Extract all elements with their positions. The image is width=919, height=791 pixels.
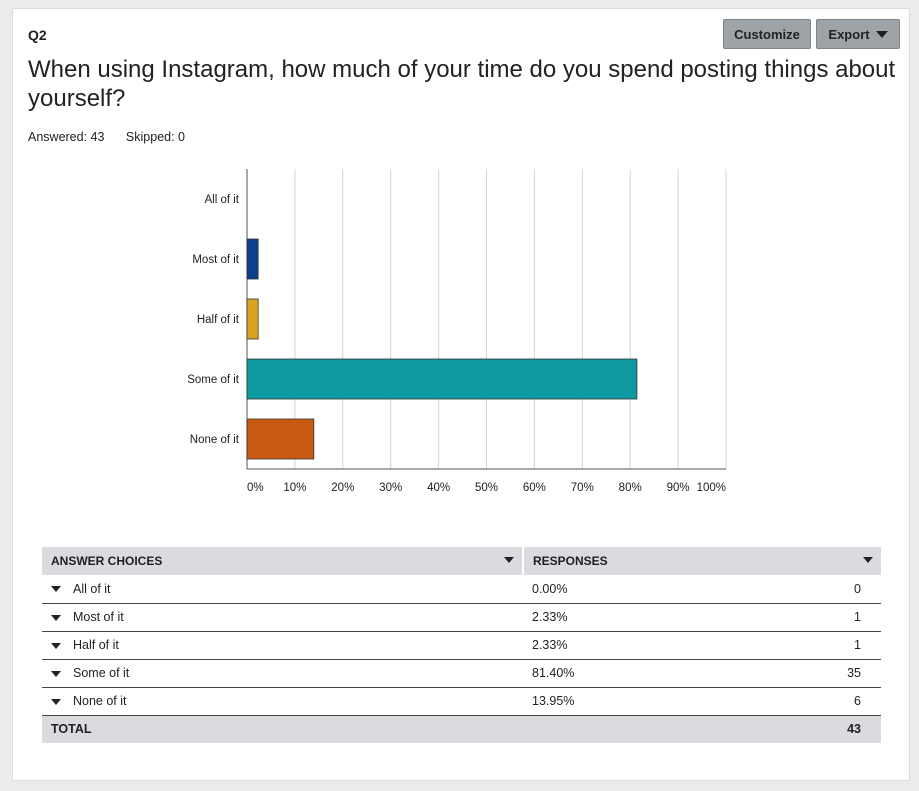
bar[interactable] [246, 298, 259, 340]
table-row: None of it 13.95% 6 [42, 687, 881, 716]
bar[interactable] [246, 238, 259, 280]
customize-button[interactable]: Customize [723, 19, 811, 49]
question-title: When using Instagram, how much of your t… [28, 56, 896, 112]
table-row: All of it 0.00% 0 [42, 575, 881, 604]
customize-button-label: Customize [734, 26, 800, 42]
y-tick-label: Some of it [187, 374, 240, 386]
expand-chevron-icon[interactable] [51, 670, 61, 677]
responses-table: ANSWER CHOICES RESPONSES All of it 0.00%… [42, 547, 881, 743]
x-tick-label: 100% [697, 482, 726, 494]
response-percent: 2.33% [523, 631, 761, 660]
table-row: Most of it 2.33% 1 [42, 603, 881, 632]
question-number: Q2 [28, 27, 47, 43]
answer-choices-header-label: ANSWER CHOICES [51, 554, 163, 568]
response-count: 35 [761, 659, 881, 688]
x-tick-label: 70% [571, 482, 594, 494]
choice-label: Half of it [73, 638, 119, 652]
response-percent: 13.95% [523, 687, 761, 716]
answered-count: Answered: 43 [28, 130, 105, 144]
response-count: 1 [761, 631, 881, 660]
sort-chevron-icon[interactable] [504, 557, 514, 563]
y-tick-label: Half of it [197, 314, 240, 326]
responses-header[interactable]: RESPONSES [523, 547, 881, 575]
skipped-count: Skipped: 0 [125, 130, 185, 144]
answer-choices-header[interactable]: ANSWER CHOICES [42, 547, 524, 575]
y-tick-label: Most of it [192, 254, 239, 266]
choice-label: Some of it [73, 666, 130, 680]
response-percent: 0.00% [523, 575, 761, 604]
x-tick-label: 90% [667, 482, 690, 494]
chevron-down-icon [875, 30, 888, 38]
choice-label: None of it [73, 694, 127, 708]
x-tick-label: 50% [475, 482, 498, 494]
expand-chevron-icon[interactable] [51, 642, 61, 649]
responses-header-label: RESPONSES [533, 554, 608, 568]
export-button[interactable]: Export [816, 19, 900, 49]
y-tick-label: None of it [190, 434, 240, 446]
response-stats: Answered: 43 Skipped: 0 [28, 130, 185, 144]
response-count: 0 [761, 575, 881, 604]
response-count: 6 [761, 687, 881, 716]
total-label: TOTAL [42, 715, 523, 743]
response-percent: 81.40% [523, 659, 761, 688]
expand-chevron-icon[interactable] [51, 586, 61, 593]
x-tick-label: 80% [619, 482, 642, 494]
table-row: Half of it 2.33% 1 [42, 631, 881, 660]
expand-chevron-icon[interactable] [51, 698, 61, 705]
x-tick-label: 10% [283, 482, 306, 494]
x-tick-label: 20% [331, 482, 354, 494]
choice-label: All of it [73, 581, 111, 596]
table-header-row: ANSWER CHOICES RESPONSES [42, 547, 881, 575]
x-tick-label: 60% [523, 482, 546, 494]
total-count: 43 [761, 715, 881, 743]
choice-label: Most of it [73, 610, 124, 624]
bar[interactable] [246, 358, 638, 400]
bar-chart: All of it Most of it Half of it Some of it N… [187, 169, 727, 494]
response-count: 1 [761, 603, 881, 632]
bar[interactable] [246, 418, 315, 460]
export-button-label: Export [828, 26, 870, 42]
response-percent: 2.33% [523, 603, 761, 632]
expand-chevron-icon[interactable] [51, 614, 61, 621]
y-tick-label: All of it [204, 194, 239, 206]
x-tick-label: 0% [247, 482, 264, 494]
table-total-row: TOTAL 43 [42, 715, 881, 743]
x-tick-label: 40% [427, 482, 450, 494]
question-card: Q2 Customize Export When using Instagram… [12, 8, 910, 781]
table-row: Some of it 81.40% 35 [42, 659, 881, 688]
sort-chevron-icon[interactable] [863, 557, 873, 563]
x-tick-label: 30% [379, 482, 402, 494]
